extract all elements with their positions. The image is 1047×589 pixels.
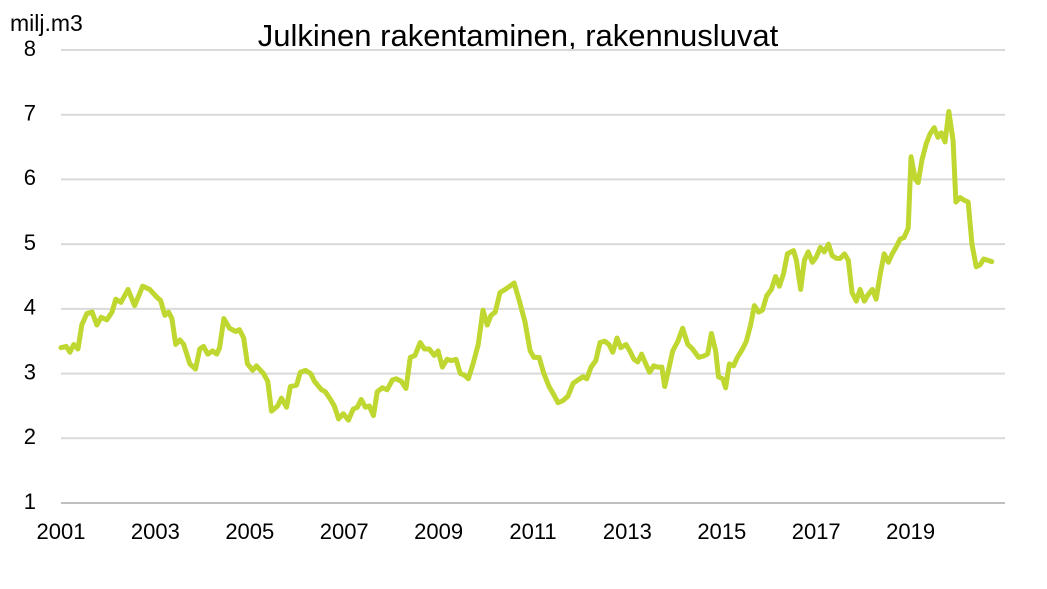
x-tick-label: 2007 — [320, 519, 369, 544]
x-tick-label: 2013 — [603, 519, 652, 544]
x-tick-label: 2003 — [131, 519, 180, 544]
x-tick-label: 2017 — [792, 519, 841, 544]
x-tick-label: 2009 — [414, 519, 463, 544]
x-tick-label: 2015 — [697, 519, 746, 544]
y-tick-label: 3 — [24, 359, 36, 384]
chart-title: Julkinen rakentaminen, rakennusluvat — [258, 18, 779, 53]
x-tick-label: 2001 — [37, 519, 86, 544]
y-tick-label: 4 — [24, 295, 36, 320]
y-tick-label: 8 — [24, 36, 36, 61]
x-tick-label: 2005 — [225, 519, 274, 544]
x-tick-label: 2011 — [509, 519, 556, 544]
x-tick-label: 2019 — [886, 519, 935, 544]
y-tick-label: 1 — [24, 489, 36, 514]
y-tick-label: 2 — [24, 424, 36, 449]
y-tick-label: 5 — [24, 230, 36, 255]
y-tick-label: 7 — [24, 101, 36, 126]
y-tick-label: 6 — [24, 165, 36, 190]
data-line — [58, 108, 995, 423]
y-axis-label: milj.m3 — [10, 10, 83, 36]
